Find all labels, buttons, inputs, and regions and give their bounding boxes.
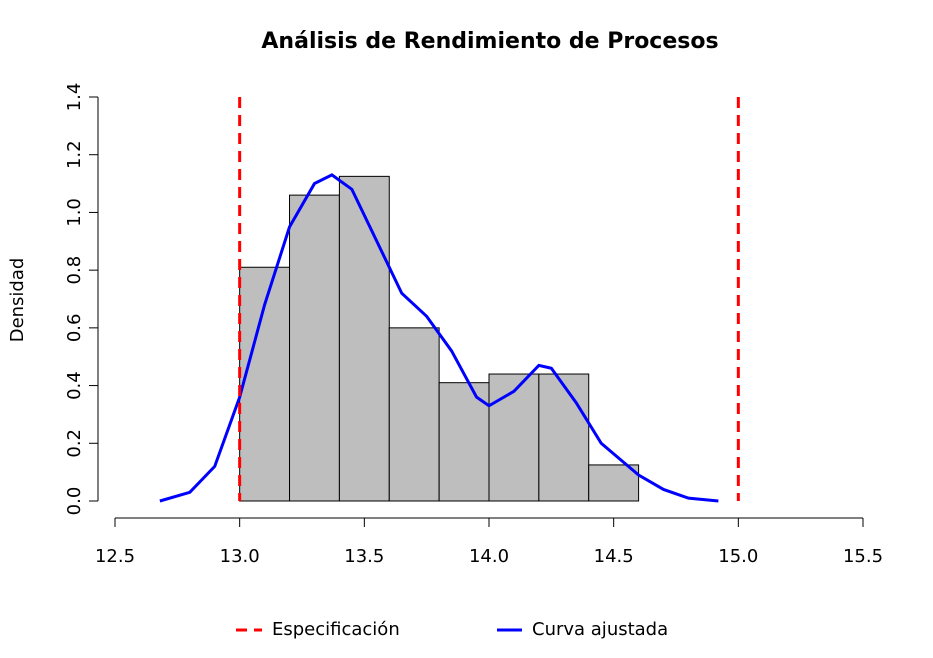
bar	[438, 382, 490, 502]
y-tick-label: 0.8	[64, 256, 85, 285]
bar	[338, 175, 390, 502]
bar	[538, 373, 590, 502]
y-tick-label: 1.2	[64, 140, 85, 169]
bar	[488, 373, 540, 502]
y-tick-label: 1.0	[64, 198, 85, 227]
y-tick-label: 0.4	[64, 371, 85, 400]
x-tick-label: 15.0	[718, 546, 758, 567]
y-tick-label: 0.6	[64, 314, 85, 343]
bar	[588, 464, 640, 502]
density-curve	[159, 173, 719, 503]
x-tick-label: 15.5	[843, 546, 883, 567]
y-axis-label: Densidad	[7, 258, 28, 343]
bar	[289, 194, 340, 502]
y-tick-label: 1.4	[64, 83, 85, 112]
y-tick-label: 0.2	[64, 429, 85, 458]
x-tick-label: 13.0	[220, 546, 260, 567]
x-tick-label: 12.5	[95, 546, 135, 567]
bar	[388, 327, 440, 502]
chart-title: Análisis de Rendimiento de Procesos	[261, 29, 718, 54]
legend-label: Especificación	[272, 619, 400, 640]
legend-label: Curva ajustada	[532, 619, 668, 640]
x-tick-label: 14.5	[594, 546, 634, 567]
x-tick-label: 13.5	[344, 546, 384, 567]
x-tick-label: 14.0	[469, 546, 509, 567]
y-tick-label: 0.0	[64, 487, 85, 516]
